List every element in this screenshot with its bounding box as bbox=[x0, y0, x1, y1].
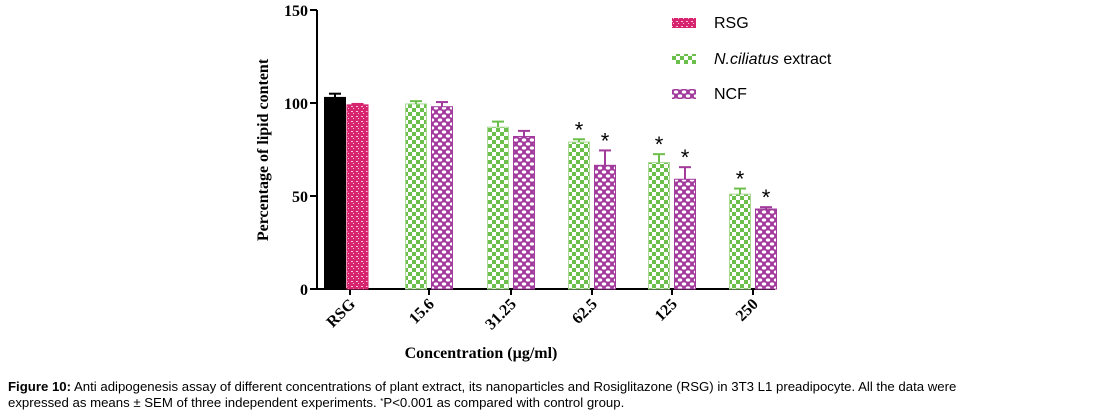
bar bbox=[755, 208, 777, 290]
legend-label: RSG bbox=[714, 15, 749, 32]
bar bbox=[594, 164, 616, 290]
y-ticks: 0 50 100 150 bbox=[284, 3, 317, 299]
caption-label: Figure 10: bbox=[8, 379, 72, 394]
x-tick-label: 250 bbox=[733, 296, 762, 325]
figure-caption: Figure 10: Anti adipogenesis assay of di… bbox=[8, 379, 1108, 411]
bar bbox=[513, 135, 535, 290]
caption-text-1: Anti adipogenesis assay of different con… bbox=[71, 379, 957, 394]
significance-star: * bbox=[601, 128, 610, 153]
bar bbox=[405, 103, 427, 290]
bar bbox=[674, 178, 696, 290]
bar bbox=[568, 141, 590, 290]
y-tick-label: 0 bbox=[300, 282, 308, 299]
x-tick-label: 125 bbox=[652, 296, 681, 325]
x-axis-label: Concentration (µg/ml) bbox=[405, 345, 558, 362]
caption-line-2: expressed as means ± SEM of three indepe… bbox=[8, 395, 1108, 411]
bar-chart: 0 50 100 150 RSG 15.6 31.25 62.5 125 250 * * * * ** … bbox=[255, 3, 832, 362]
y-tick-label: 150 bbox=[284, 3, 308, 20]
significance-star: * bbox=[575, 117, 584, 142]
bar bbox=[487, 126, 509, 290]
caption-sup: * bbox=[380, 397, 384, 406]
legend-label: NCF bbox=[714, 86, 747, 103]
bar bbox=[431, 106, 453, 290]
x-tick-label: 15.6 bbox=[406, 296, 438, 328]
significance-star: * bbox=[762, 185, 771, 210]
legend-swatch bbox=[672, 18, 696, 28]
legend: RSG N.ciliatus extract NCF bbox=[672, 15, 832, 103]
caption-text-2b: P<0.001 as compared with control group. bbox=[383, 395, 625, 410]
legend-label: N.ciliatus extract bbox=[714, 51, 832, 68]
x-ticks: RSG 15.6 31.25 62.5 125 250 bbox=[324, 289, 762, 333]
error-bars bbox=[329, 92, 772, 210]
x-tick-label: RSG bbox=[324, 295, 360, 331]
legend-swatch bbox=[672, 54, 696, 64]
y-tick-label: 100 bbox=[284, 96, 308, 113]
bar bbox=[729, 193, 751, 290]
bars bbox=[324, 96, 777, 290]
x-tick-label: 31.25 bbox=[482, 296, 519, 333]
bar bbox=[648, 162, 670, 290]
significance-star: * bbox=[655, 132, 664, 157]
significance-star: * bbox=[736, 167, 745, 192]
y-tick-label: 50 bbox=[292, 189, 308, 206]
legend-swatch bbox=[672, 89, 696, 99]
x-tick-label: 62.5 bbox=[569, 296, 601, 328]
significance-markers: * * * * * * bbox=[575, 117, 771, 210]
caption-line-1: Figure 10: Anti adipogenesis assay of di… bbox=[8, 379, 1108, 395]
y-axis-label: Percentage of lipid content bbox=[255, 58, 272, 241]
bar bbox=[324, 96, 346, 290]
bar bbox=[346, 104, 369, 290]
significance-star: * bbox=[681, 145, 690, 170]
axes bbox=[316, 10, 775, 290]
caption-text-2a: expressed as means ± SEM of three indepe… bbox=[8, 395, 381, 410]
